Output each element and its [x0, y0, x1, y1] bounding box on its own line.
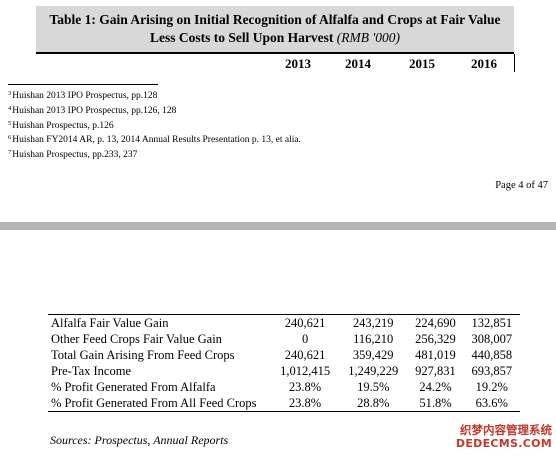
- footnote: 3Huishan 2013 IPO Prospectus, pp.128: [8, 90, 158, 101]
- table-row: Total Gain Arising From Feed Crops 240,6…: [51, 348, 513, 362]
- watermark-cn: 织梦内容管理系统: [460, 423, 552, 437]
- footnotes: 3Huishan 2013 IPO Prospectus, pp.128 4Hu…: [8, 88, 301, 162]
- table-row: Pre-Tax Income 1,012,415 1,249,229 927,8…: [51, 364, 513, 378]
- footnote: 6Huishan FY2014 AR, p. 13, 2014 Annual R…: [8, 134, 301, 146]
- year-2016: 2016: [471, 56, 497, 71]
- footnote: 5Huishan Prospectus, p.126: [8, 119, 114, 131]
- footnote: 4Huishan 2013 IPO Prospectus, pp.126, 12…: [8, 104, 177, 116]
- year-2015: 2015: [409, 56, 435, 71]
- financial-data-table: Alfalfa Fair Value Gain 240,621 243,219 …: [48, 314, 520, 412]
- table-row: % Profit Generated From Alfalfa 23.8% 19…: [51, 380, 508, 394]
- table-row: Other Feed Crops Fair Value Gain 0 116,2…: [51, 332, 513, 346]
- table-row: % Profit Generated From All Feed Crops 2…: [48, 395, 520, 412]
- footnote: 7Huishan Prospectus, pp.233, 237: [8, 149, 138, 161]
- footnote-divider: [8, 84, 158, 85]
- table-title: Table 1: Gain Arising on Initial Recogni…: [49, 12, 501, 45]
- table-unit: (RMB '000): [336, 30, 400, 45]
- year-2014: 2014: [345, 56, 371, 71]
- page-break-band: [0, 222, 556, 230]
- table-row: Alfalfa Fair Value Gain 240,621 243,219 …: [48, 314, 520, 331]
- watermark-url: DEDECMS.COM: [455, 437, 552, 450]
- site-watermark: 织梦内容管理系统 DEDECMS.COM: [424, 423, 552, 451]
- year-2013: 2013: [285, 56, 311, 71]
- page-number: Page 4 of 47: [495, 180, 548, 191]
- year-header-row: 2013 2014 2015 2016: [36, 54, 515, 72]
- sources-note: Sources: Prospectus, Annual Reports: [50, 433, 229, 447]
- table-title-box: Table 1: Gain Arising on Initial Recogni…: [36, 6, 514, 54]
